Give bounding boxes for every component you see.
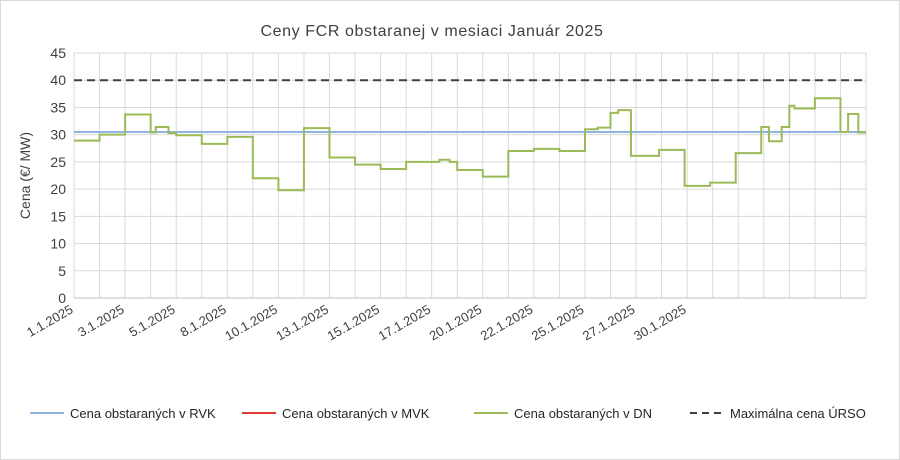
y-tick-label: 35 xyxy=(50,99,66,115)
legend-label: Maximálna cena ÚRSO xyxy=(730,406,866,421)
y-tick-label: 10 xyxy=(50,236,66,252)
y-tick-label: 20 xyxy=(50,181,66,197)
x-tick-label: 17.1.2025 xyxy=(376,302,434,344)
y-tick-label: 25 xyxy=(50,154,66,170)
x-tick-label: 27.1.2025 xyxy=(580,302,638,344)
chart-title: Ceny FCR obstaranej v mesiaci Január 202… xyxy=(261,23,604,40)
y-tick-label: 15 xyxy=(50,208,66,224)
series-lines xyxy=(74,79,866,192)
x-tick-label: 25.1.2025 xyxy=(529,302,587,344)
legend-label: Cena obstaraných v MVK xyxy=(282,406,430,421)
x-tick-label: 15.1.2025 xyxy=(324,302,382,344)
y-tick-label: 45 xyxy=(50,45,66,61)
legend-label: Cena obstaraných v DN xyxy=(514,406,652,421)
x-tick-label: 5.1.2025 xyxy=(126,302,177,340)
x-tick-label: 22.1.2025 xyxy=(478,302,536,344)
x-tick-label: 30.1.2025 xyxy=(631,302,689,344)
y-axis-label: Cena (€/ MW) xyxy=(17,132,33,219)
legend-label: Cena obstaraných v RVK xyxy=(70,406,216,421)
x-tick-label: 1.1.2025 xyxy=(24,302,75,340)
y-tick-label: 0 xyxy=(58,290,66,306)
x-tick-label: 10.1.2025 xyxy=(222,302,280,344)
y-tick-label: 30 xyxy=(50,127,66,143)
legend: Cena obstaraných v RVK Cena obstaraných v… xyxy=(30,406,866,421)
gridlines xyxy=(73,52,867,299)
x-tick-label: 8.1.2025 xyxy=(177,302,228,340)
series-line-2 xyxy=(74,97,866,192)
x-tick-label: 13.1.2025 xyxy=(273,302,331,344)
y-tick-label: 40 xyxy=(50,72,66,88)
y-tick-label: 5 xyxy=(58,263,66,279)
x-tick-label: 3.1.2025 xyxy=(75,302,126,340)
y-tick-labels: 0 5 10 15 20 25 30 35 40 45 xyxy=(50,45,66,306)
x-tick-label: 20.1.2025 xyxy=(427,302,485,344)
x-tick-labels: 1.1.2025 3.1.2025 5.1.2025 8.1.202510.1.202… xyxy=(24,302,688,344)
